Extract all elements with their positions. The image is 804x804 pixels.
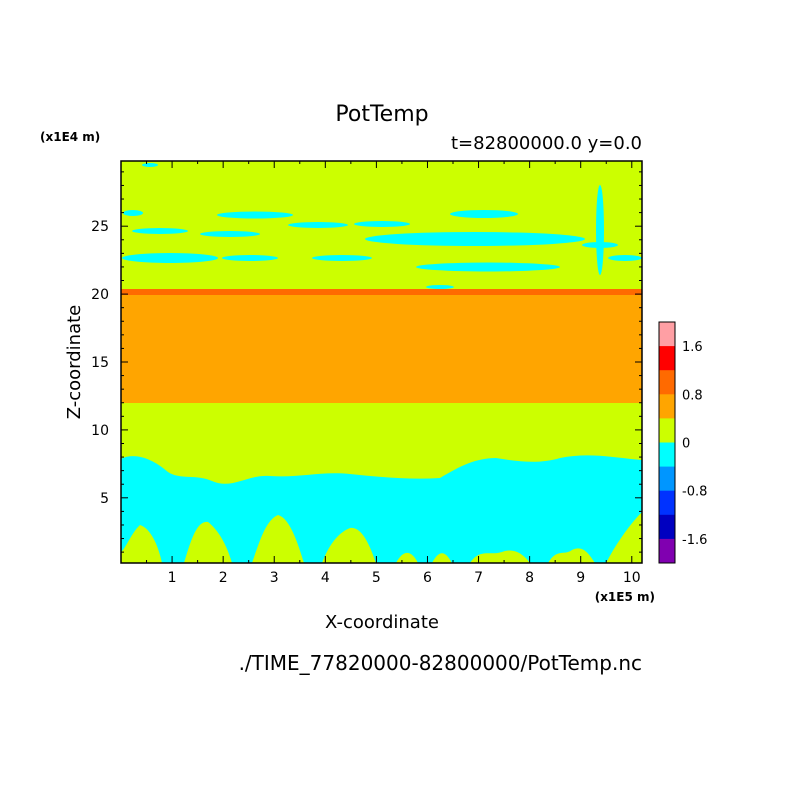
cool-patch (365, 232, 585, 246)
heatmap-field (121, 161, 642, 563)
x-axis-label: X-coordinate (325, 612, 439, 633)
x-tick-label: 3 (270, 570, 279, 586)
x-scale-note: (x1E5 m) (595, 590, 655, 604)
lower-cool-patches (121, 455, 642, 563)
colorbar-label: -1.6 (682, 533, 707, 548)
source-file-label: ./TIME_77820000-82800000/PotTemp.nc (239, 651, 642, 675)
x-tick-label: 2 (219, 570, 228, 586)
cool-patch (426, 285, 454, 289)
colorbar-swatch (659, 490, 675, 516)
colorbar-label: 0 (682, 437, 690, 452)
x-tick-label: 5 (372, 570, 381, 586)
colorbar-label: 0.8 (682, 388, 703, 403)
colorbar-swatch (659, 346, 675, 371)
x-tick-label: 7 (474, 570, 483, 586)
x-tick-label: 6 (423, 570, 432, 586)
cool-patch (132, 228, 188, 234)
cool-patch (354, 221, 410, 227)
y-tick-label: 15 (91, 355, 109, 371)
warm-layer-region (121, 295, 642, 403)
x-tick-label: 9 (576, 570, 585, 586)
cool-patch (312, 255, 372, 261)
colorbar-swatch (659, 394, 675, 419)
colorbar: 1.6 0.8 0 -0.8 -1.6 (658, 321, 707, 564)
y-axis-label: Z-coordinate (64, 305, 85, 420)
colorbar-swatch (659, 418, 675, 443)
colorbar-swatch (659, 322, 675, 347)
y-tick-label: 25 (91, 219, 109, 235)
upper-cool-patches (122, 163, 642, 289)
cool-patch (222, 255, 278, 261)
colorbar-swatch (659, 538, 675, 564)
colorbar-swatch (659, 442, 675, 468)
interface-band (121, 289, 642, 296)
chart-title: PotTemp (335, 102, 428, 127)
colorbar-label: 1.6 (682, 340, 703, 355)
cool-patch (122, 253, 218, 263)
cool-patch (200, 231, 260, 237)
cool-patch (416, 262, 560, 272)
cool-patch (596, 185, 604, 275)
cool-patch (288, 222, 348, 228)
cool-patch (608, 255, 642, 261)
y-tick-label: 5 (100, 491, 109, 507)
y-tick-label: 10 (91, 423, 109, 439)
x-tick-label: 1 (168, 570, 177, 586)
cool-patch (450, 210, 518, 218)
y-tick-label: 20 (91, 287, 109, 303)
colorbar-swatch (659, 514, 675, 540)
chart-subtitle: t=82800000.0 y=0.0 (451, 133, 642, 154)
y-scale-note: (x1E4 m) (40, 130, 100, 144)
colorbar-frame (658, 321, 676, 564)
cool-patch (217, 211, 293, 219)
y-axis: 5 10 15 20 25 (91, 171, 642, 553)
x-axis: 1 2 3 4 5 6 7 8 9 10 (146, 161, 641, 586)
colorbar-swatch (659, 466, 675, 492)
colorbar-swatch (659, 370, 675, 395)
x-tick-label: 10 (623, 570, 641, 586)
x-tick-label: 4 (321, 570, 330, 586)
x-tick-label: 8 (525, 570, 534, 586)
cool-patch (123, 210, 143, 216)
colorbar-label: -0.8 (682, 485, 707, 500)
cool-patch (142, 163, 158, 167)
